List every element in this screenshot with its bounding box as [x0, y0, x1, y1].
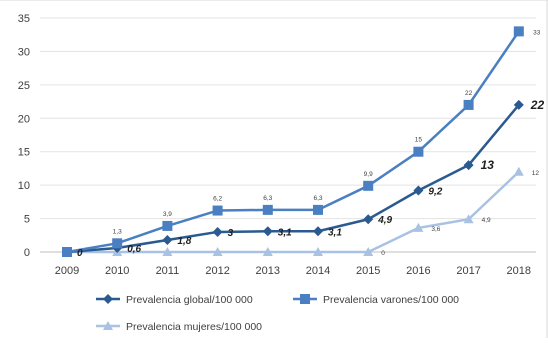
- legend-label: Prevalencia global/100 000: [126, 294, 253, 306]
- data-point-varones: [62, 247, 72, 257]
- data-label-mujeres: 3,6: [431, 226, 440, 233]
- legend-marker-global: [103, 294, 113, 304]
- data-label-global: 3,1: [278, 227, 292, 238]
- data-point-mujeres: [413, 222, 424, 232]
- data-label-global: 3,1: [328, 227, 342, 238]
- series-line-mujeres: [67, 170, 520, 254]
- data-point-global: [262, 226, 273, 237]
- data-label-varones: 6,3: [313, 195, 322, 202]
- legend-label: Prevalencia varones/100 000: [323, 294, 459, 306]
- data-label-varones: 3,9: [163, 211, 172, 218]
- data-label-varones: 1,3: [113, 228, 122, 235]
- y-tick-label: 35: [18, 13, 30, 25]
- data-point-mujeres: [162, 247, 173, 256]
- x-tick-label: 2013: [256, 265, 280, 277]
- x-tick-label: 2011: [156, 265, 180, 277]
- data-label-mujeres: 12: [532, 170, 540, 177]
- data-point-global: [513, 99, 524, 110]
- data-point-mujeres: [313, 247, 323, 256]
- x-tick-label: 2018: [507, 265, 531, 277]
- data-point-varones: [413, 146, 424, 157]
- data-point-varones: [212, 205, 223, 216]
- data-label-global: 1,8: [177, 236, 191, 247]
- data-label-varones: 33: [533, 29, 541, 36]
- y-tick-label: 25: [18, 80, 30, 92]
- data-label-global: 9,2: [428, 186, 442, 197]
- x-tick-label: 2009: [55, 265, 79, 277]
- data-point-global: [162, 234, 173, 245]
- y-tick-label: 0: [24, 247, 30, 259]
- data-point-global: [363, 214, 374, 225]
- data-label-varones: 6,2: [213, 196, 222, 203]
- data-point-global: [463, 160, 474, 171]
- series-line-varones: [66, 30, 520, 254]
- y-tick-label: 20: [18, 113, 30, 125]
- data-point-mujeres: [513, 166, 524, 176]
- series-line-global: [66, 104, 520, 254]
- data-point-global: [413, 185, 424, 196]
- data-label-global: 22: [530, 98, 545, 112]
- data-point-global: [313, 226, 323, 237]
- data-label-varones: 9,9: [364, 171, 373, 178]
- data-label-varones: 15: [415, 137, 423, 144]
- data-label-mujeres: 4,9: [482, 217, 491, 224]
- data-point-varones: [313, 204, 323, 215]
- legend-marker-mujeres: [103, 321, 113, 330]
- x-tick-label: 2015: [356, 265, 380, 277]
- y-tick-label: 5: [24, 214, 30, 226]
- x-tick-label: 2016: [406, 265, 430, 277]
- y-tick-label: 15: [18, 147, 30, 159]
- data-label-global: 4,9: [377, 215, 392, 226]
- data-label-global: 0,6: [127, 244, 141, 255]
- legend-marker-varones: [300, 294, 310, 304]
- data-label-varones: 22: [465, 90, 473, 97]
- data-point-mujeres: [212, 247, 223, 256]
- data-point-varones: [112, 238, 123, 249]
- data-point-mujeres: [463, 214, 474, 224]
- data-label-global: 0: [77, 248, 83, 259]
- data-label-mujeres: 0: [381, 250, 385, 257]
- data-label-varones: 6,3: [263, 195, 272, 202]
- data-point-varones: [463, 99, 474, 110]
- data-point-global: [212, 226, 223, 237]
- data-point-varones: [262, 204, 273, 215]
- x-tick-label: 2012: [205, 265, 229, 277]
- data-point-mujeres: [262, 247, 273, 256]
- x-tick-label: 2010: [105, 265, 129, 277]
- x-tick-label: 2017: [456, 265, 480, 277]
- y-tick-label: 30: [18, 46, 30, 58]
- y-tick-label: 10: [18, 180, 30, 192]
- x-tick-label: 2014: [306, 265, 330, 277]
- data-point-varones: [363, 180, 374, 191]
- legend-label: Prevalencia mujeres/100 000: [126, 321, 262, 333]
- data-point-mujeres: [363, 247, 374, 256]
- data-label-global: 13: [481, 158, 495, 172]
- data-point-varones: [162, 220, 173, 231]
- data-point-varones: [513, 26, 524, 37]
- data-label-global: 3: [228, 228, 234, 239]
